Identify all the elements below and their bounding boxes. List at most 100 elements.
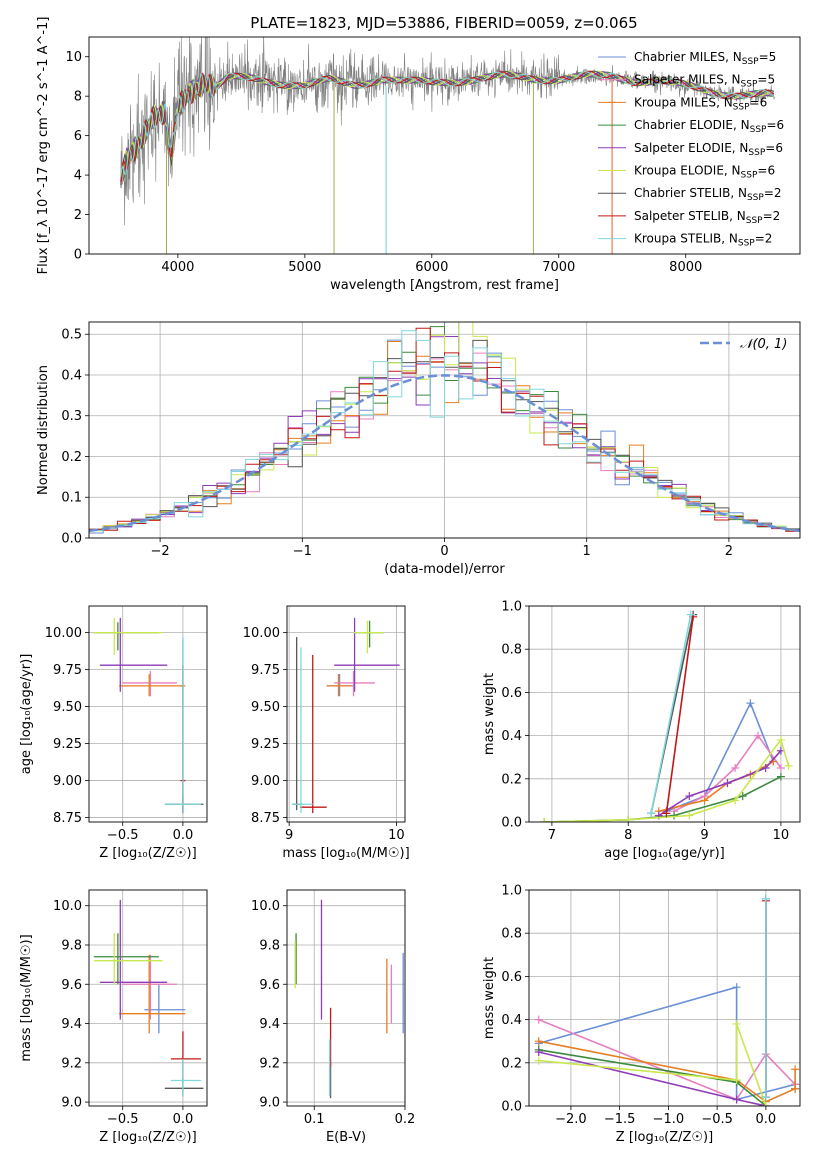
legend-label: Salpeter STELIB, NSSP=2 — [634, 209, 780, 226]
legend-nssp-prefix: , N — [729, 209, 746, 223]
x-tick-label: −0.5 — [107, 1112, 139, 1127]
weight-marker — [624, 815, 633, 822]
errorbar-point — [170, 1031, 201, 1083]
y-tick-label: 0.2 — [501, 1056, 522, 1071]
y-tick-label: 10.0 — [53, 899, 82, 914]
x-tick-label: 6000 — [415, 260, 448, 275]
legend-nssp-sub: SSP — [748, 148, 765, 158]
weight-marker — [534, 1056, 543, 1065]
y-tick-label: 9.0 — [259, 1096, 280, 1111]
y-tick-label: 9.25 — [251, 737, 280, 752]
legend-model: Kroupa MILES — [634, 95, 716, 109]
plot-area — [120, 37, 775, 254]
errorbar-point — [353, 620, 384, 648]
axes-frame — [88, 889, 208, 1107]
legend-nssp-sub: SSP — [742, 57, 759, 67]
y-tick-label: 9.50 — [251, 700, 280, 715]
legend-label: Kroupa MILES, NSSP=6 — [634, 95, 767, 112]
weight-marker — [662, 809, 671, 818]
y-tick-label: 0.8 — [501, 927, 522, 942]
weight-marker — [776, 764, 785, 772]
legend-nssp: 5 — [767, 73, 775, 87]
weight-marker — [776, 735, 785, 744]
x-axis-label: wavelength [Angstrom, rest frame] — [330, 278, 559, 293]
x-tick-label: 0 — [440, 544, 448, 559]
chart-title: PLATE=1823, MJD=53886, FIBERID=0059, z=0… — [250, 14, 637, 32]
legend-nssp-sub: SSP — [733, 102, 750, 112]
weight-line — [666, 701, 775, 812]
weight-marker — [731, 796, 740, 805]
plot-area — [287, 890, 405, 1106]
y-tick-label: 9.00 — [53, 774, 82, 789]
y-tick-label: 10.00 — [243, 626, 280, 641]
errorbar-point — [93, 622, 159, 651]
axes-frame — [286, 605, 406, 823]
y-tick-label: 0.4 — [501, 729, 522, 744]
errorbar-point — [326, 674, 354, 697]
axes-frame — [88, 605, 208, 823]
y-tick-label: 10.0 — [251, 899, 280, 914]
y-tick-label: 6 — [74, 129, 82, 144]
y-tick-label: 9.6 — [61, 978, 82, 993]
weight-marker — [791, 1084, 800, 1093]
legend-nssp-sub: SSP — [746, 216, 763, 226]
y-tick-label: 0.0 — [501, 1100, 522, 1115]
x-tick-label: 7 — [548, 828, 556, 843]
x-tick-label: 9 — [285, 828, 293, 843]
model-spectrum-line — [120, 71, 775, 178]
axes-mass-EBV: 0.1 0.2 9.0 9.2 9.4 9.6 9.8 10.0 E(B-V) — [251, 889, 416, 1145]
x-axis-label: Z [log₁₀(Z/Z☉)] — [616, 1130, 713, 1145]
legend-model: Salpeter ELODIE — [634, 141, 732, 155]
weight-marker — [685, 792, 694, 801]
weight-marker — [761, 764, 770, 772]
errorbar-point — [292, 647, 313, 814]
y-tick-label: 9.75 — [251, 663, 280, 678]
weight-marker — [686, 610, 695, 619]
weight-line — [538, 1023, 767, 1106]
y-tick-label: 9.00 — [251, 774, 280, 789]
legend-nssp-eq: = — [757, 164, 767, 178]
x-tick-label: 1 — [583, 544, 591, 559]
y-axis-label: Flux [f_λ 10^-17 erg cm^-2 s^-1 A^-1] — [36, 17, 51, 275]
legend-nssp-sub: SSP — [741, 171, 758, 181]
axes-frame — [528, 605, 801, 823]
x-tick-label: 0.2 — [395, 1112, 416, 1127]
y-tick-label: 0.2 — [61, 450, 82, 465]
axes-weight-Z: −2.0 −1.5 −1.0 −0.5 0.0 0.0 0.2 0.4 0.6 0.8 1.0 Z [… — [482, 884, 801, 1145]
x-tick-label: 8000 — [669, 260, 702, 275]
legend-nssp-eq: = — [765, 141, 775, 155]
legend-marker — [608, 98, 616, 107]
legend-nssp: 2 — [765, 232, 773, 246]
legend-label: Kroupa ELODIE, NSSP=6 — [634, 164, 775, 181]
legend-nssp-prefix: , N — [733, 118, 750, 132]
errorbar-point — [119, 954, 186, 1034]
x-tick-label: 2 — [725, 544, 733, 559]
weight-marker — [647, 809, 656, 818]
y-tick-label: 9.50 — [53, 700, 82, 715]
x-axis-label: E(B-V) — [326, 1130, 366, 1145]
y-tick-label: 0.3 — [61, 409, 82, 424]
x-tick-label: −0.5 — [701, 1112, 733, 1127]
y-tick-label: 8 — [74, 90, 82, 105]
y-tick-label: 0.1 — [61, 491, 82, 506]
weight-marker — [776, 772, 785, 781]
axes-age-mass: 9 10 8.75 9.00 9.25 9.50 9.75 10.00 mass [log₁₀(… — [243, 605, 410, 861]
legend-label: Salpeter ELODIE, NSSP=6 — [634, 141, 783, 158]
x-axis-label: age [log₁₀(age/yr)] — [604, 846, 725, 861]
x-tick-label: −0.5 — [107, 828, 139, 843]
weight-line — [650, 614, 692, 814]
errorbar-point — [119, 674, 186, 697]
x-axis-label: (data-model)/error — [384, 562, 505, 577]
legend-nssp-sub: SSP — [747, 193, 764, 203]
x-tick-label: 7000 — [542, 260, 575, 275]
legend-nssp: 5 — [769, 50, 777, 64]
weight-marker — [761, 1093, 770, 1102]
errorbar-point — [99, 617, 168, 692]
x-tick-label: 0.0 — [173, 1112, 194, 1127]
x-tick-label: −1.0 — [653, 1112, 685, 1127]
legend-nssp-prefix: , N — [724, 164, 741, 178]
normal-curve — [89, 374, 800, 533]
legend-nssp-eq: = — [766, 118, 776, 132]
